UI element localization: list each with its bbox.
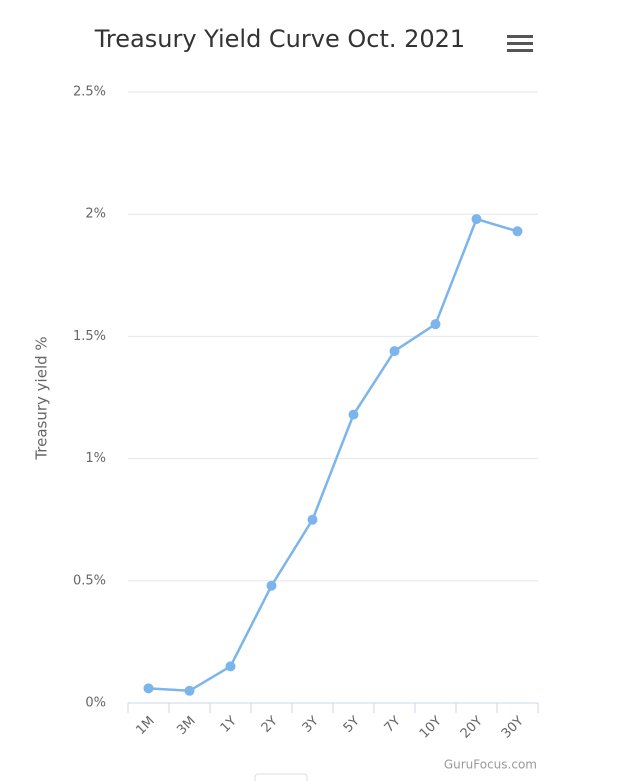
data-point bbox=[430, 319, 441, 330]
data-point bbox=[471, 214, 482, 225]
data-point bbox=[143, 683, 154, 694]
series-line bbox=[148, 217, 518, 693]
data-point bbox=[266, 580, 277, 591]
data-point bbox=[184, 685, 195, 696]
y-tick-label: 0.5% bbox=[73, 573, 106, 588]
chart-title: Treasury Yield Curve Oct. 2021 bbox=[94, 25, 465, 53]
data-point bbox=[307, 514, 318, 525]
y-tick-label: 2% bbox=[85, 207, 106, 222]
menu-bar bbox=[507, 49, 533, 52]
scroll-box bbox=[254, 773, 308, 781]
y-tick-label: 1.5% bbox=[73, 329, 106, 344]
data-point bbox=[225, 661, 236, 672]
y-axis-title: Treasury yield % bbox=[33, 336, 51, 460]
y-tick-label: 2.5% bbox=[73, 85, 106, 100]
y-tick-label: 1% bbox=[85, 451, 106, 466]
menu-bar bbox=[507, 42, 533, 45]
y-tick-label: 0% bbox=[85, 696, 106, 711]
credits[interactable]: GuruFocus.com bbox=[444, 758, 537, 772]
menu-bar bbox=[507, 35, 533, 38]
data-point bbox=[348, 409, 359, 420]
data-point bbox=[512, 226, 523, 237]
data-point bbox=[389, 346, 400, 357]
menu-button[interactable] bbox=[507, 35, 533, 52]
